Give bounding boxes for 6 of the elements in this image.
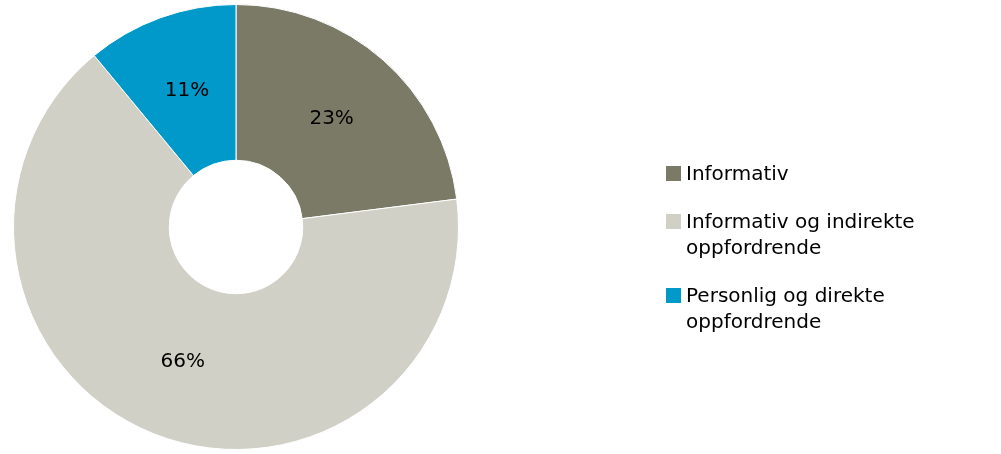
data-label: 23% [309, 104, 354, 129]
data-label: 11% [164, 77, 210, 102]
legend-label: Informativ [686, 160, 789, 186]
legend-label: Personlig og direkte oppfordrende [686, 282, 886, 334]
data-label: 66% [160, 347, 205, 372]
legend-label: Informativ og indirekte oppfordrende [686, 208, 916, 260]
